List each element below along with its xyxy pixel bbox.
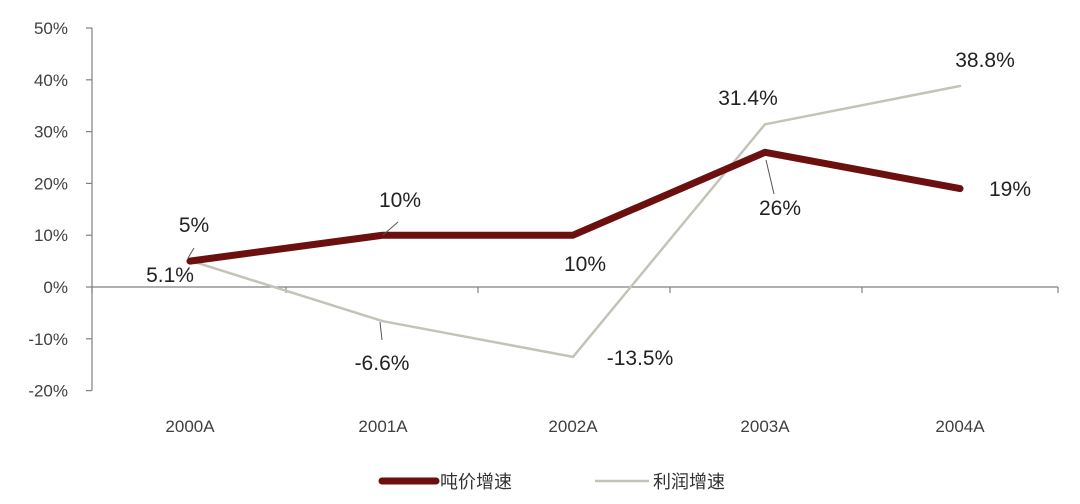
- series-line-1: [188, 84, 962, 359]
- data-label: -6.6%: [355, 352, 410, 375]
- data-label: 5%: [179, 214, 209, 237]
- data-label: 10%: [564, 253, 606, 276]
- data-label: -13.5%: [607, 347, 674, 370]
- series-lines: [186, 84, 964, 359]
- y-tick-labels: -20% -10% 0% 10% 20% 30% 40% 50%: [28, 19, 68, 401]
- legend: 吨价增速 利润增速: [378, 472, 725, 493]
- leader-line: [379, 321, 383, 341]
- y-tick-label: -10%: [28, 330, 68, 349]
- leader-line: [765, 159, 775, 195]
- y-tick-label: 20%: [34, 174, 68, 193]
- data-label: 38.8%: [955, 49, 1015, 72]
- y-tick-label: 10%: [34, 226, 68, 245]
- data-label: 10%: [379, 189, 421, 212]
- legend-label: 吨价增速: [440, 472, 512, 493]
- y-tick-label: 50%: [34, 19, 68, 38]
- x-tick-label: 2000A: [165, 417, 215, 436]
- x-tick-label: 2004A: [935, 417, 985, 436]
- data-label: 31.4%: [718, 87, 778, 110]
- leader-line: [382, 221, 399, 236]
- x-tick-labels: 2000A 2001A 2002A 2003A 2004A: [165, 417, 985, 436]
- y-tick-label: 40%: [34, 71, 68, 90]
- data-label: 19%: [989, 178, 1031, 201]
- x-tick-label: 2002A: [548, 417, 598, 436]
- x-tick-label: 2003A: [740, 417, 790, 436]
- data-label: 5.1%: [146, 264, 194, 287]
- series-line-0: [186, 148, 964, 265]
- legend-label: 利润增速: [653, 472, 725, 493]
- leader-line: [187, 247, 195, 259]
- y-tick-label: 0%: [43, 278, 68, 297]
- y-tick-label: -20%: [28, 382, 68, 401]
- axes: [86, 27, 1059, 392]
- leader-lines: [187, 159, 775, 341]
- x-tick-label: 2001A: [358, 417, 408, 436]
- data-labels: 5% 10% 10% 26% 19% 5.1% -6.6% -13.5% 31.4% 38.8%: [146, 49, 1031, 375]
- y-tick-label: 30%: [34, 123, 68, 142]
- data-label: 26%: [759, 197, 801, 220]
